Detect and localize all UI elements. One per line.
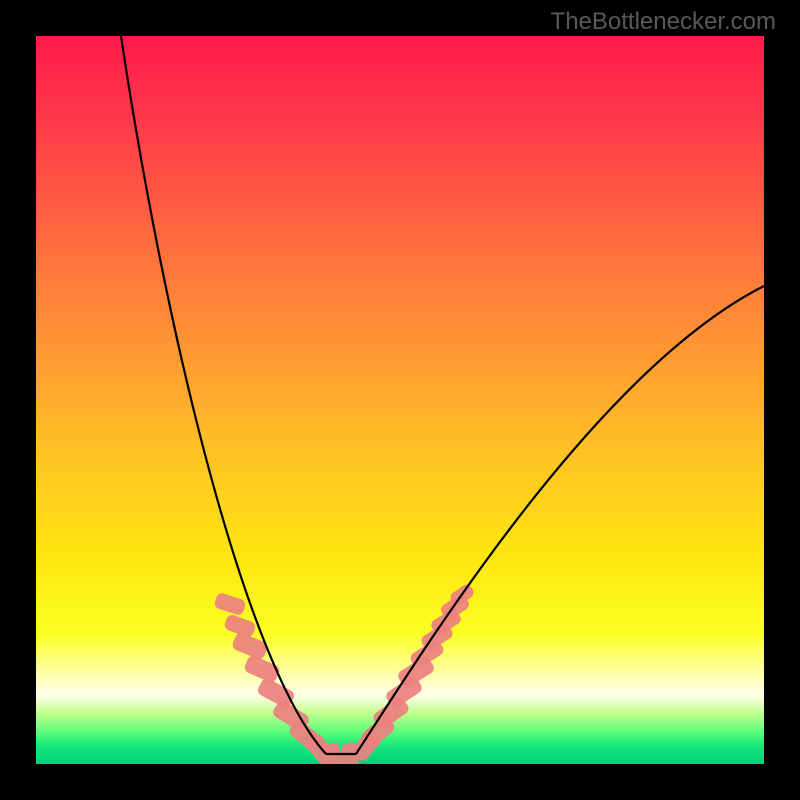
chart-svg [36,36,764,764]
watermark-text: TheBottlenecker.com [551,8,776,36]
plot-area [36,36,764,764]
chart-frame: TheBottlenecker.com [0,0,800,800]
gradient-background [36,36,764,764]
